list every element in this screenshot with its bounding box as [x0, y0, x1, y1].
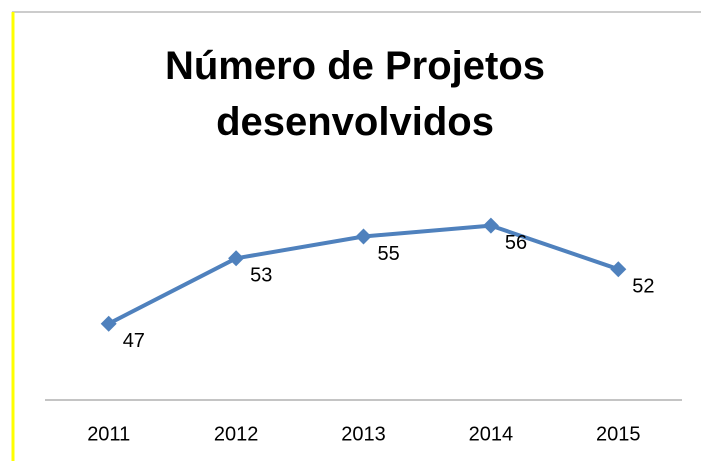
data-label: 53 — [250, 265, 272, 287]
marker — [228, 250, 245, 267]
chart-title: Número de Projetos desenvolvidos — [164, 44, 546, 144]
x-tick-label: 2011 — [87, 423, 130, 445]
data-label: 55 — [378, 243, 400, 265]
x-tick-label: 2012 — [214, 423, 259, 445]
x-tick-label: 2014 — [469, 423, 514, 445]
data-label: 47 — [123, 330, 145, 352]
x-tick-label: 2015 — [596, 423, 641, 445]
marker — [482, 217, 499, 234]
marker — [100, 315, 117, 332]
data-label: 56 — [505, 232, 527, 254]
x-tick-label: 2013 — [341, 423, 386, 445]
marker — [355, 228, 372, 245]
marker — [610, 261, 627, 278]
data-label: 52 — [632, 275, 654, 297]
